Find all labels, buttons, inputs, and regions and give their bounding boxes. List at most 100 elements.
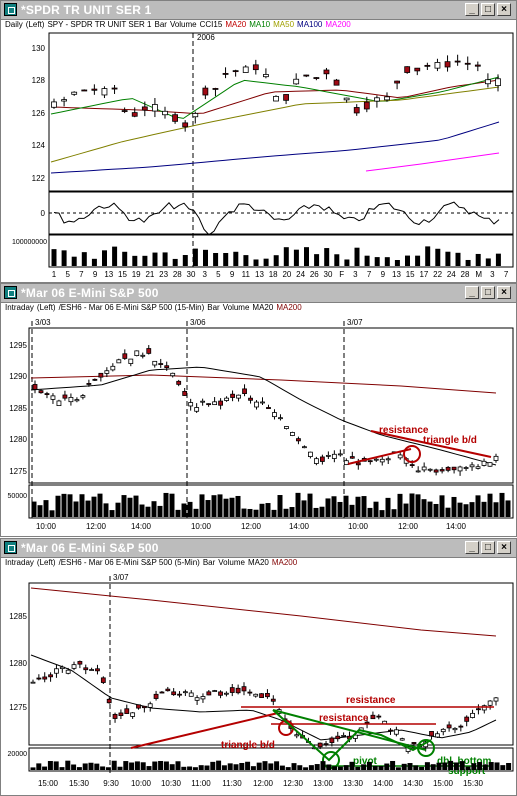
volume-bar (71, 256, 77, 266)
volume-bar (485, 258, 491, 266)
close-button[interactable]: × (497, 3, 511, 16)
price-candle (74, 399, 80, 402)
x-tick-label: 22 (433, 270, 442, 279)
volume-bar (172, 258, 178, 266)
price-candle (122, 353, 128, 359)
volume-bar (395, 767, 401, 770)
subheader-item: Daily (5, 20, 23, 29)
close-button[interactable]: × (497, 286, 511, 299)
volume-bar (295, 492, 301, 517)
subheader-item: Intraday (5, 558, 34, 567)
price-candle (260, 401, 265, 404)
volume-bar (55, 495, 61, 517)
es-15min-chart[interactable]: 1295 1290 1285 1280 1275 3/03 3/06 3/07 resistan… (1, 315, 516, 536)
x-tick-label: 18 (269, 270, 278, 279)
volume-bar (488, 762, 494, 770)
y-tick-label: 1275 (9, 703, 27, 712)
volume-bar (465, 259, 471, 266)
volume-bar (239, 762, 245, 770)
volume-bar (49, 510, 55, 517)
subheader-item: Volume (222, 303, 250, 312)
volume-bar (495, 253, 501, 266)
volume-panel (48, 234, 514, 268)
ma50-line (50, 86, 500, 163)
window-titlebar[interactable]: *SPDR TR UNIT SER 1 _ □ × (1, 1, 516, 20)
maximize-button[interactable]: □ (481, 3, 495, 16)
x-tick-label: 28 (173, 270, 182, 279)
close-button[interactable]: × (497, 541, 511, 554)
price-candle (409, 464, 415, 467)
price-candle (147, 703, 153, 708)
volume-bar (337, 766, 343, 770)
window-system-icon[interactable] (4, 3, 17, 16)
volume-bar (274, 761, 280, 770)
x-tick-label: 9 (93, 270, 98, 279)
price-candle (212, 690, 218, 692)
volume-bar (500, 765, 506, 770)
volume-bar (192, 248, 198, 266)
minimize-button[interactable]: _ (465, 541, 479, 554)
window-titlebar[interactable]: *Mar 06 E-Mini S&P 500 _ □ × (1, 539, 516, 558)
volume-bar (37, 505, 43, 517)
window-system-icon[interactable] (4, 286, 17, 299)
price-candle (463, 467, 469, 469)
volume-bar (384, 257, 390, 266)
annotation-resistance-upper: resistance (346, 695, 396, 706)
double-bottom-circle (417, 739, 435, 757)
price-candle (270, 698, 276, 702)
price-candle (212, 401, 218, 406)
volume-bar (314, 764, 320, 770)
volume-bar (192, 767, 198, 770)
volume-bar (445, 251, 451, 266)
price-candle (241, 686, 247, 692)
volume-bar (253, 509, 259, 517)
minimize-button[interactable]: _ (465, 3, 479, 16)
chart-window-es-5min[interactable]: *Mar 06 E-Mini S&P 500 _ □ × Intraday (Le… (0, 538, 517, 796)
volume-bar (256, 762, 262, 770)
price-candle (475, 466, 481, 469)
price-candle (242, 66, 249, 73)
maximize-button[interactable]: □ (481, 286, 495, 299)
date-label: 3/07 (113, 573, 129, 582)
volume-bar (152, 761, 158, 770)
price-candle (170, 372, 176, 377)
y-tick-label: 1280 (9, 435, 27, 444)
volume-bar (425, 246, 431, 266)
x-tick-label: 30 (324, 270, 333, 279)
minimize-button[interactable]: _ (465, 286, 479, 299)
price-candle (411, 742, 417, 745)
subheader-item: MA50 (273, 20, 295, 29)
price-candle (182, 122, 189, 128)
price-candle (313, 458, 319, 464)
price-candle (493, 455, 499, 461)
price-candle (470, 712, 475, 718)
volume-panel (28, 747, 514, 772)
chart-window-es-15min[interactable]: *Mar 06 E-Mini S&P 500 _ □ × Intraday (Le… (0, 283, 517, 537)
volume-bar (223, 498, 229, 517)
es-5min-chart[interactable]: 1285 1280 1275 3/07 resistance resistance tria… (1, 570, 516, 795)
price-candle (62, 394, 68, 399)
volume-bar (134, 761, 140, 770)
price-candle (446, 724, 452, 729)
volume-bar (210, 761, 216, 770)
volume-bar (407, 763, 413, 770)
volume-bar (499, 492, 505, 517)
window-titlebar[interactable]: *Mar 06 E-Mini S&P 500 _ □ × (1, 284, 516, 303)
volume-bar (175, 761, 181, 770)
volume-bar (354, 247, 360, 266)
maximize-button[interactable]: □ (481, 541, 495, 554)
x-tick-label: 10:00 (191, 522, 212, 531)
price-candle (399, 738, 405, 741)
price-candle (159, 691, 165, 694)
breakdown-circle (403, 445, 421, 463)
volume-bar (229, 497, 235, 517)
chart-window-spy-daily[interactable]: *SPDR TR UNIT SER 1 _ □ × Daily (Left) SPY… (0, 0, 517, 283)
volume-bar (453, 762, 459, 770)
window-system-icon[interactable] (4, 541, 17, 554)
volume-bar (112, 246, 118, 266)
volume-bar (279, 765, 285, 770)
volume-bar (326, 764, 332, 770)
price-candle (253, 693, 259, 697)
window-title: *Mar 06 E-Mini S&P 500 (21, 541, 159, 555)
